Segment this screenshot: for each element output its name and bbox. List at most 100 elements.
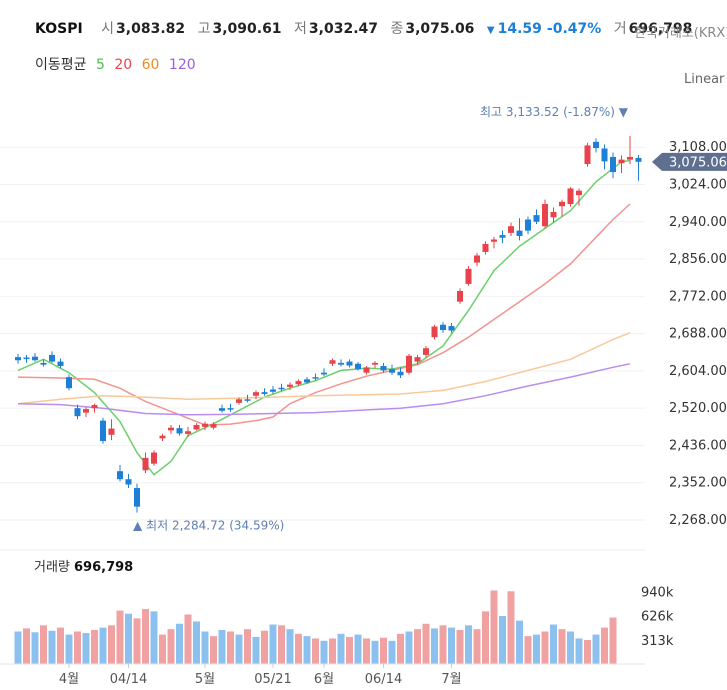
candle-body <box>49 354 55 362</box>
candle-body <box>108 428 115 435</box>
volume-bar <box>65 634 73 664</box>
scale-mode-toggle[interactable]: Linear <box>684 72 725 87</box>
candle-body <box>440 324 446 331</box>
volume-bar <box>108 625 115 664</box>
candle-body <box>338 362 344 365</box>
candle-body <box>278 387 285 390</box>
volume-bar <box>567 631 574 664</box>
volume-bar <box>57 627 64 664</box>
current-price-tag <box>652 152 727 171</box>
candle-body <box>423 348 429 355</box>
volume-bar <box>431 628 438 664</box>
change-value: 14.59 <box>497 21 542 37</box>
volume-bar <box>465 625 472 664</box>
volume-bar <box>184 614 192 664</box>
candle-body <box>567 188 574 205</box>
volume-bar <box>456 629 464 664</box>
volume-bar <box>261 630 268 664</box>
volume-tick-label: 313k <box>641 634 674 649</box>
volume-tick-label: 626k <box>641 610 674 625</box>
x-tick-label: 5월 <box>195 672 215 687</box>
candle-body <box>431 326 438 338</box>
ma-line-60 <box>17 332 631 405</box>
candle-body <box>525 219 531 231</box>
y-tick-label: 3,024.00 <box>669 177 727 192</box>
candle-body <box>516 230 523 236</box>
volume-bar <box>82 633 90 664</box>
volume-bar <box>278 625 285 664</box>
candle-body <box>355 363 361 370</box>
candle-body <box>533 215 540 222</box>
candle-body <box>406 355 412 373</box>
high-value: 3,090.61 <box>212 21 282 37</box>
ma-legend[interactable]: 이동평균 5 20 60 120 <box>35 54 201 74</box>
candle-body <box>40 362 47 365</box>
y-tick-label: 2,352.00 <box>669 476 727 491</box>
volume-bar <box>227 631 234 664</box>
y-tick-label: 2,520.00 <box>669 401 727 416</box>
candle-body <box>253 392 259 396</box>
ma-legend-title: 이동평균 <box>35 57 87 73</box>
volume-bar <box>116 610 124 664</box>
candle-body <box>261 392 268 394</box>
candle-body <box>312 377 319 379</box>
volume-title-value: 696,798 <box>74 560 133 575</box>
y-tick-label: 2,856.00 <box>669 252 727 267</box>
volume-bar <box>524 636 532 664</box>
candle-body <box>593 141 599 149</box>
candle-body <box>185 431 191 434</box>
candle-body <box>83 409 89 413</box>
volume-bar <box>176 623 183 664</box>
volume-bar <box>601 627 608 664</box>
high-label: 고 <box>197 21 211 37</box>
open-label: 시 <box>101 21 115 37</box>
candle-body <box>66 377 72 389</box>
volume-bar <box>388 640 396 664</box>
volume-bar <box>371 640 379 664</box>
volume-bar <box>125 613 132 664</box>
volume-bar <box>40 625 47 664</box>
volume-bar <box>346 636 353 664</box>
candle-body <box>134 488 140 507</box>
volume-bar <box>533 634 540 664</box>
quote-header: KOSPI 시 3,083.82 고 3,090.61 저 3,032.47 종 3,0… <box>35 18 700 38</box>
volume-value: 696,798 <box>628 21 693 37</box>
candle-body <box>465 268 472 284</box>
candle-body <box>389 369 395 373</box>
x-tick-label: 7월 <box>441 672 461 687</box>
candle-body <box>91 405 98 409</box>
candle-body <box>584 145 591 165</box>
candle-body <box>414 357 421 362</box>
volume-bar <box>499 616 506 664</box>
volume-bar <box>380 637 387 664</box>
volume-bar <box>193 621 200 664</box>
volume-bar <box>150 611 158 664</box>
low-marker-label: ▲ 최저 2,284.72 (34.59%) <box>133 519 284 533</box>
volume-bar <box>448 627 455 664</box>
ma-5: 5 <box>95 57 105 73</box>
volume-bar <box>558 629 566 664</box>
candle-body <box>321 372 327 375</box>
volume-bar <box>23 628 30 664</box>
candle-body <box>550 212 557 218</box>
y-tick-label: 2,436.00 <box>669 438 727 453</box>
candle-body <box>635 157 642 162</box>
candle-body <box>57 361 64 367</box>
y-tick-label: 2,268.00 <box>669 513 727 528</box>
volume-bar <box>592 634 600 664</box>
candle-body <box>482 243 489 252</box>
volume-bar <box>48 630 56 664</box>
volume-bar <box>414 629 421 664</box>
candle-body <box>559 201 565 207</box>
candle-body <box>151 452 157 464</box>
candle-body <box>227 408 234 410</box>
candle-body <box>542 204 548 227</box>
exchange-name[interactable]: 한국거래소(KRX) <box>634 26 727 41</box>
volume-bar <box>337 633 345 664</box>
volume-label: 거 <box>613 21 627 37</box>
volume-bar <box>320 640 328 664</box>
x-tick-label: 6월 <box>314 672 334 687</box>
volume-bar <box>609 617 617 664</box>
change-percent: -0.47% <box>546 21 602 37</box>
